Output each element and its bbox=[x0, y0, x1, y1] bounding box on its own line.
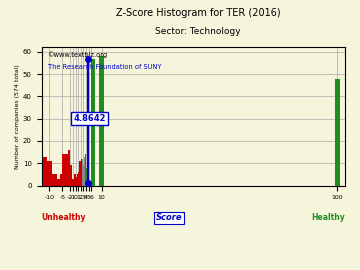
Bar bbox=[99, 56, 104, 185]
Bar bbox=[88, 168, 89, 185]
Bar bbox=[84, 157, 85, 185]
Bar bbox=[52, 174, 57, 185]
Bar bbox=[78, 177, 79, 185]
Y-axis label: Number of companies (574 total): Number of companies (574 total) bbox=[15, 64, 20, 169]
Text: The Research Foundation of SUNY: The Research Foundation of SUNY bbox=[48, 64, 161, 70]
Bar bbox=[73, 177, 74, 185]
Bar bbox=[76, 177, 77, 185]
Bar bbox=[91, 59, 95, 185]
Bar bbox=[81, 159, 82, 185]
Text: ©www.textbiz.org: ©www.textbiz.org bbox=[48, 52, 108, 58]
Text: Score: Score bbox=[156, 213, 182, 222]
Text: Z-Score Histogram for TER (2016): Z-Score Histogram for TER (2016) bbox=[116, 8, 280, 18]
Bar bbox=[83, 161, 84, 185]
Bar bbox=[70, 166, 72, 185]
Bar bbox=[41, 157, 47, 185]
Bar bbox=[86, 166, 87, 185]
Bar bbox=[72, 179, 73, 185]
Text: Sector: Technology: Sector: Technology bbox=[155, 27, 241, 36]
Text: Unhealthy: Unhealthy bbox=[41, 213, 86, 222]
Bar bbox=[60, 174, 62, 185]
Text: 4.8642: 4.8642 bbox=[73, 114, 106, 123]
Bar bbox=[80, 161, 81, 185]
Bar bbox=[79, 161, 80, 185]
Bar bbox=[57, 179, 60, 185]
Bar bbox=[77, 174, 78, 185]
Bar bbox=[85, 154, 86, 185]
Bar bbox=[47, 161, 52, 185]
Bar bbox=[68, 150, 70, 185]
Bar bbox=[90, 181, 91, 185]
Bar bbox=[334, 79, 340, 185]
Bar bbox=[82, 159, 83, 185]
Bar bbox=[87, 166, 88, 185]
Bar bbox=[74, 174, 75, 185]
Bar bbox=[62, 154, 68, 185]
Text: Healthy: Healthy bbox=[311, 213, 345, 222]
Bar bbox=[75, 174, 76, 185]
Bar bbox=[89, 181, 90, 185]
